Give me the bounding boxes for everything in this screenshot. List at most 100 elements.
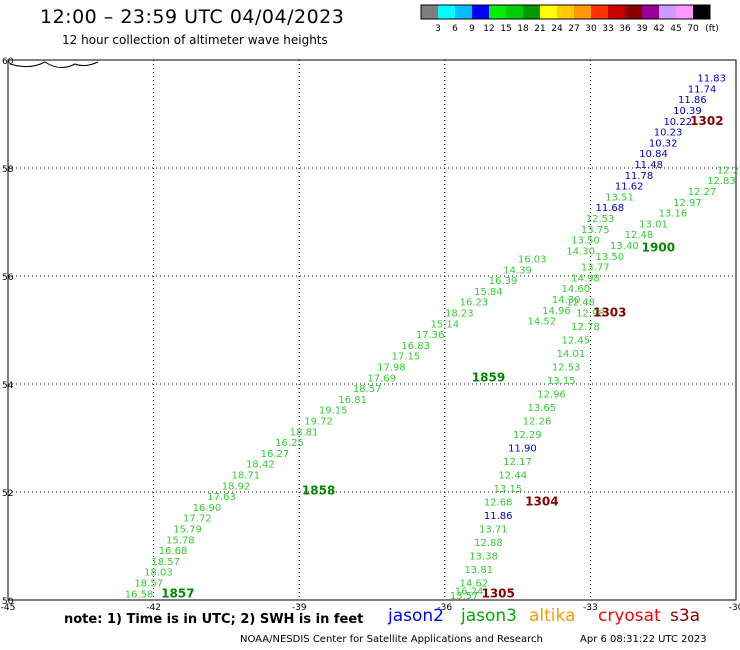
- track-time-label: 1303: [593, 306, 626, 320]
- swh-value-label: 14.98: [571, 273, 600, 284]
- swh-value-label: 17.98: [377, 363, 406, 374]
- swh-value-label: 18.23: [445, 309, 474, 320]
- swh-value-label: 12.48: [566, 298, 595, 309]
- swh-value-label: 11.83: [697, 74, 726, 85]
- swh-value-label: 18.71: [231, 471, 260, 482]
- color-scale-label: 27: [568, 24, 579, 34]
- swh-value-label: 16.83: [401, 341, 430, 352]
- swh-value-label: 13.75: [581, 225, 610, 236]
- color-scale-swatch: [540, 5, 557, 19]
- color-scale-label: 21: [534, 24, 545, 34]
- legend-jason2: jason2: [388, 606, 444, 626]
- swh-value-label: 13.01: [639, 219, 668, 230]
- swh-value-label: 17.15: [392, 352, 421, 363]
- swh-value-label: 12.45: [562, 336, 591, 347]
- swh-value-label: 13.38: [469, 552, 498, 563]
- swh-value-label: 10.22: [663, 117, 692, 128]
- color-scale-swatch: [523, 5, 540, 19]
- swh-value-label: 14.39: [503, 265, 532, 276]
- swh-value-label: 14.30: [566, 246, 595, 257]
- color-scale-swatch: [625, 5, 642, 19]
- color-scale-label: 36: [619, 24, 631, 34]
- swh-value-label: 19.15: [319, 406, 348, 417]
- color-scale-swatch: [608, 5, 625, 19]
- credit-text: NOAA/NESDIS Center for Satellite Applica…: [240, 634, 543, 645]
- swh-value-label: 12.53: [552, 363, 581, 374]
- footnote: note: 1) Time is in UTC; 2) SWH is in fe…: [64, 612, 364, 627]
- y-tick-label: 54: [2, 381, 14, 391]
- x-tick-label: -33: [583, 603, 598, 613]
- swh-value-label: 15.14: [430, 319, 459, 330]
- color-scale-swatch: [472, 5, 489, 19]
- swh-value-label: 13.40: [610, 241, 639, 252]
- color-scale-label: 30: [585, 24, 597, 34]
- swh-value-label: 14.01: [557, 349, 586, 360]
- swh-value-label: 11.68: [595, 203, 624, 214]
- swh-value-label: 12.88: [474, 538, 503, 549]
- legend-cryosat: cryosat: [598, 606, 661, 626]
- swh-value-label: 11.74: [688, 84, 717, 95]
- swh-value-label: 12.53: [586, 214, 615, 225]
- swh-value-label: 12.48: [625, 230, 654, 241]
- swh-value-label: 12.78: [571, 322, 600, 333]
- swh-value-label: 12.97: [673, 198, 702, 209]
- track-time-label: 1305: [481, 586, 514, 600]
- chart-title: 12:00 – 23:59 UTC 04/04/2023: [40, 6, 345, 28]
- swh-value-label: 13.16: [659, 209, 688, 220]
- color-scale-swatch: [438, 5, 455, 19]
- swh-value-label: 14.96: [542, 306, 571, 317]
- swh-value-label: 17.63: [207, 492, 236, 503]
- x-tick-label: -42: [146, 603, 161, 613]
- color-scale-label: (ft): [705, 24, 719, 34]
- swh-value-label: 17.72: [183, 514, 212, 525]
- swh-value-label: 10.39: [673, 106, 702, 117]
- swh-value-label: 13.65: [528, 403, 557, 414]
- swh-value-label: 13.50: [595, 252, 624, 263]
- swh-value-label: 15.79: [173, 525, 202, 536]
- y-tick-label: 60: [2, 57, 14, 67]
- swh-value-label: 16.25: [275, 438, 304, 449]
- swh-value-label: 12.68: [484, 498, 513, 509]
- color-scale-swatch: [676, 5, 693, 19]
- swh-value-label: 12.27: [688, 187, 717, 198]
- swh-value-label: 18.42: [246, 460, 275, 471]
- swh-value-label: 13.15: [547, 376, 576, 387]
- legend-s3a: s3a: [670, 606, 701, 626]
- legend-altika: altika: [529, 606, 576, 626]
- swh-value-label: 11.78: [625, 171, 654, 182]
- color-scale-swatch: [455, 5, 472, 19]
- swh-value-label: 18.57: [353, 384, 382, 395]
- swh-value-label: 16.03: [518, 255, 547, 266]
- swh-value-label: 13.51: [605, 192, 634, 203]
- swh-value-label: 18.57: [151, 557, 180, 568]
- swh-value-label: 10.84: [639, 149, 668, 160]
- color-scale-label: 24: [551, 24, 563, 34]
- color-scale-swatch: [591, 5, 608, 19]
- swh-value-label: 10.32: [649, 138, 678, 149]
- swh-value-label: 14.60: [562, 284, 591, 295]
- swh-value-label: 15.78: [166, 535, 195, 546]
- swh-value-label: 13.81: [464, 565, 493, 576]
- color-scale-swatch: [489, 5, 506, 19]
- x-tick-label: -30: [729, 603, 740, 613]
- x-tick-label: -36: [437, 603, 452, 613]
- color-scale-label: 33: [602, 24, 613, 34]
- color-scale-label: 45: [670, 24, 681, 34]
- swh-value-label: 11.86: [678, 95, 707, 106]
- track-time-label: 1857: [161, 586, 194, 600]
- swh-value-label: 18.57: [134, 579, 163, 590]
- swh-value-label: 17.69: [367, 373, 396, 384]
- swh-value-label: 12.17: [503, 457, 532, 468]
- swh-value-label: 18.92: [222, 481, 251, 492]
- swh-value-label: 15.84: [474, 287, 503, 298]
- swh-value-label: 11.48: [634, 160, 663, 171]
- chart-subtitle: 12 hour collection of altimeter wave hei…: [62, 33, 328, 47]
- color-scale-swatch: [421, 5, 438, 19]
- color-scale-swatch: [659, 5, 676, 19]
- y-tick-label: 50: [2, 597, 14, 607]
- timestamp-text: Apr 6 08:31:22 UTC 2023: [580, 634, 707, 645]
- coastline: [9, 61, 99, 68]
- swh-value-label: 16.24: [455, 587, 484, 598]
- swh-value-label: 11.90: [508, 444, 537, 455]
- swh-value-label: 16.68: [159, 546, 188, 557]
